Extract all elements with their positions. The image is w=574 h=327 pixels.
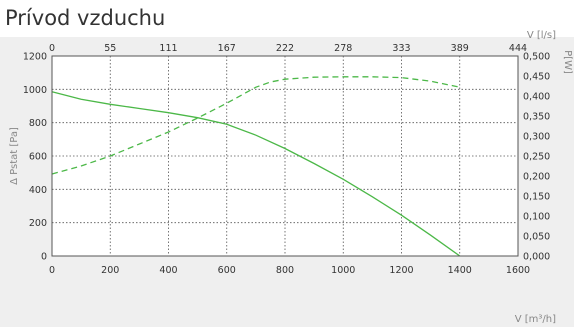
x2-tick-label: 0 xyxy=(49,43,55,54)
grid xyxy=(52,56,518,256)
y2-tick-label: 0,500 xyxy=(523,52,550,63)
y-tick-label: 0 xyxy=(41,252,47,263)
y2-axis-label: P[W] xyxy=(562,50,573,74)
chart-title: Prívod vzduchu xyxy=(5,6,166,30)
x-axis-label: V [m³/h] xyxy=(515,314,556,325)
y-tick-label: 200 xyxy=(29,218,47,229)
y2-tick-label: 0,050 xyxy=(523,232,550,243)
tick-labels: 0 200 400 600 800 1000 1200 1400 1600 0 55 111 167 22… xyxy=(23,43,550,276)
y2-tick-label: 0,450 xyxy=(523,72,550,83)
x-tick-label: 1200 xyxy=(389,265,413,276)
y2-tick-label: 0,150 xyxy=(523,192,550,203)
y-tick-label: 400 xyxy=(29,185,47,196)
plot-frame xyxy=(51,55,519,257)
x2-tick-label: 167 xyxy=(218,43,236,54)
y2-tick-label: 0,200 xyxy=(523,172,550,183)
y-tick-label: 1000 xyxy=(23,85,47,96)
y2-tick-label: 0,100 xyxy=(523,212,550,223)
y2-tick-label: 0,300 xyxy=(523,132,550,143)
y-tick-label: 1200 xyxy=(23,52,47,63)
y2-tick-label: 0,250 xyxy=(523,152,550,163)
x2-tick-label: 55 xyxy=(104,43,116,54)
y-tick-label: 600 xyxy=(29,152,47,163)
y2-tick-label: 0,350 xyxy=(523,112,550,123)
y2-tick-label: 0,000 xyxy=(523,252,550,263)
x2-tick-label: 389 xyxy=(451,43,469,54)
x-tick-label: 1400 xyxy=(448,265,472,276)
series-group xyxy=(51,76,461,257)
x-tick-label: 1600 xyxy=(506,265,530,276)
y2-tick-label: 0,400 xyxy=(523,92,550,103)
x2-tick-label: 444 xyxy=(509,43,527,54)
x2-tick-label: 333 xyxy=(392,43,410,54)
x-tick-label: 800 xyxy=(276,265,294,276)
x2-axis-label: V [l/s] xyxy=(527,30,556,41)
x-tick-label: 600 xyxy=(218,265,236,276)
x2-tick-label: 111 xyxy=(159,43,177,54)
x-tick-label: 400 xyxy=(159,265,177,276)
power-curve-line xyxy=(51,76,460,175)
x2-tick-label: 278 xyxy=(334,43,352,54)
x-tick-label: 1000 xyxy=(331,265,355,276)
x2-tick-label: 222 xyxy=(276,43,294,54)
y-axis-label: Δ Pstat [Pa] xyxy=(9,127,20,185)
x-tick-label: 0 xyxy=(49,265,55,276)
pressure-curve-line xyxy=(51,91,461,257)
y-tick-label: 800 xyxy=(29,118,47,129)
x-tick-label: 200 xyxy=(101,265,119,276)
